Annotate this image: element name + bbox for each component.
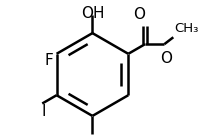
Text: O: O — [160, 51, 172, 66]
Text: CH₃: CH₃ — [174, 22, 198, 35]
Text: F: F — [45, 53, 53, 68]
Text: OH: OH — [81, 6, 104, 21]
Text: I: I — [42, 104, 46, 119]
Text: O: O — [133, 7, 145, 22]
